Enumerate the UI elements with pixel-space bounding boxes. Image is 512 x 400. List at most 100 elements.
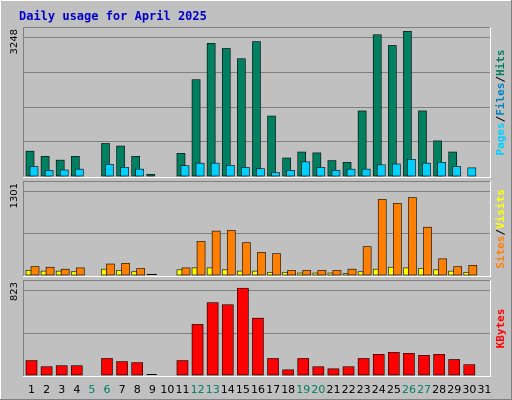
bar-hits [191,79,201,177]
bar-sites [377,199,387,276]
bar-kbytes [55,365,68,376]
bar-sites [347,268,357,276]
bar-kbytes [418,355,430,376]
y-max-label: 1301 [9,183,20,208]
x-tick-label: 11 [176,383,190,396]
bar-visits [463,272,470,276]
x-tick-label: 21 [326,383,340,396]
bars [25,197,478,276]
bar-sites [408,197,417,276]
bar-kbytes [433,354,445,376]
legend-item: / [494,229,507,236]
bar-kbytes [70,365,83,376]
x-tick-label: 18 [281,383,295,396]
legend-item: Sites [494,236,507,269]
x-tick-label: 31 [477,383,491,396]
bar-hits [357,110,367,177]
bar-kbytes [282,369,294,376]
bar-visits [418,268,424,276]
bar-hits [206,43,216,177]
bar-sites [453,266,463,276]
chart-title: Daily usage for April 2025 [19,9,207,23]
x-tick-label: 14 [221,383,235,396]
bar-kbytes [191,324,204,376]
x-tick-label: 2 [43,383,50,396]
bar-sites [362,246,372,276]
bar-kbytes [463,364,476,376]
bar-pages [422,162,431,177]
bar-sites [317,270,327,276]
bar-kbytes [403,353,415,376]
bar-sites [75,267,85,276]
bar-hits [267,115,276,177]
bar-kbytes [357,358,370,376]
x-tick-label: 6 [104,383,111,396]
bar-kbytes [312,366,325,376]
bar-sites [242,242,251,276]
x-tick-label: 23 [357,383,371,396]
bar-sites [257,252,266,276]
x-tick-label: 20 [311,383,325,396]
bar-pages [286,170,295,177]
bar-pages [44,170,54,177]
bar-sites [226,230,236,276]
x-tick-label: 15 [236,383,250,396]
bars [25,287,476,376]
legend-sites-visits: Sites/Visits [494,189,507,269]
y-max-label: 823 [9,282,20,301]
bar-hits [237,58,246,177]
bar-pages [301,161,311,177]
bar-visits [55,270,62,276]
panel-kbytes: 823 KBytes [9,280,507,377]
x-tick-label: 13 [206,383,220,396]
x-tick-label: 1 [28,383,35,396]
bar-kbytes [237,287,249,376]
panel-sites-visits: 1301 Sites/Visits [9,181,507,277]
bar-pages [452,166,462,177]
bar-visits [237,270,243,276]
bar-sites [211,230,221,276]
bar-kbytes [372,354,385,376]
bar-kbytes [40,366,53,376]
legend-item: KBytes [494,309,507,349]
plot-area [23,181,491,277]
bar-visits [70,271,77,276]
bar-kbytes [25,360,38,376]
bar-sites [60,268,70,276]
bar-visits [40,270,47,276]
bar-visits [116,270,122,276]
bar-empty [146,374,157,375]
bar-hits [372,34,382,177]
bar-hits [221,48,231,177]
bar-visits [282,272,288,276]
bar-hits [388,45,397,177]
bar-empty [146,274,157,275]
chart-panels: 3248Pages/Files/Hits1301Sites/Visits823K… [9,27,507,377]
bar-pages [361,168,371,177]
bar-kbytes [267,358,279,376]
bar-visits [327,272,334,276]
x-tick-label: 28 [432,383,446,396]
bar-visits [433,269,439,276]
bar-sites [272,253,281,276]
bar-pages [59,169,69,177]
bar-pages [437,162,446,177]
bar-kbytes [252,317,264,376]
bar-kbytes [131,362,143,376]
bar-visits [448,270,455,276]
bar-pages [392,163,401,177]
bar-sites [393,203,402,276]
bar-pages [256,168,265,177]
bar-sites [468,265,478,276]
bar-kbytes [101,358,113,376]
bar-kbytes [221,304,234,376]
bar-pages [210,162,220,177]
bar-visits [342,273,349,276]
x-tick-label: 17 [266,383,280,396]
x-tick-label: 3 [58,383,65,396]
bar-sites [332,270,342,276]
x-tick-label: 19 [296,383,310,396]
bar-visits [206,267,213,276]
bar-kbytes [388,351,400,376]
